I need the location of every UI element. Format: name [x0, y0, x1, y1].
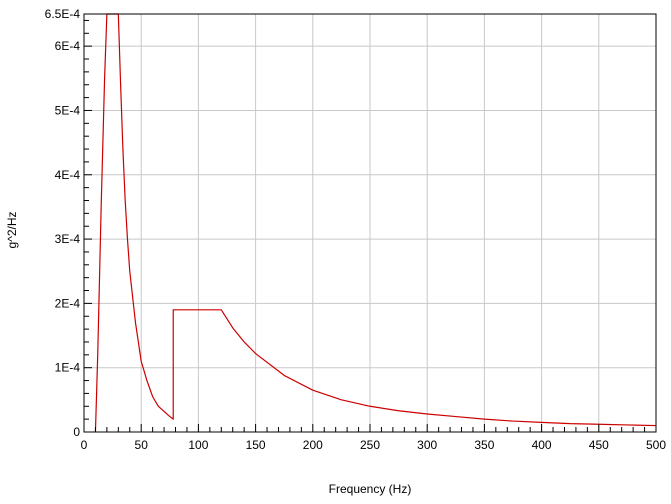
- series-line: [94, 13, 657, 433]
- x-tick-label: 50: [135, 438, 149, 452]
- x-tick-label: 150: [246, 438, 266, 452]
- tick-layer: [83, 19, 657, 433]
- y-tick-label: 6.5E-4: [45, 7, 81, 21]
- x-tick-label: 200: [303, 438, 323, 452]
- x-tick-label: 400: [532, 438, 552, 452]
- grid-layer: [84, 14, 656, 432]
- y-tick-label: 4E-4: [55, 168, 81, 182]
- x-tick-label: 0: [81, 438, 88, 452]
- y-tick-label: 3E-4: [55, 232, 81, 246]
- series-layer: [94, 13, 657, 433]
- x-tick-label: 350: [474, 438, 494, 452]
- x-axis-title: Frequency (Hz): [329, 482, 412, 496]
- x-tick-label: 100: [188, 438, 208, 452]
- y-axis-title: g^2/Hz: [5, 212, 19, 249]
- x-tick-label: 300: [417, 438, 437, 452]
- tick-label-layer: 0 50 100 150 200 250 300 350 400 450 500 0 1E-4 2E-4 3…: [45, 7, 667, 452]
- x-tick-label: 500: [646, 438, 666, 452]
- y-tick-label: 5E-4: [55, 103, 81, 117]
- y-tick-label: 0: [73, 425, 80, 439]
- x-tick-label: 250: [360, 438, 380, 452]
- y-tick-label: 2E-4: [55, 296, 81, 310]
- x-tick-label: 450: [589, 438, 609, 452]
- y-tick-label: 1E-4: [55, 361, 81, 375]
- y-tick-label: 6E-4: [55, 39, 81, 53]
